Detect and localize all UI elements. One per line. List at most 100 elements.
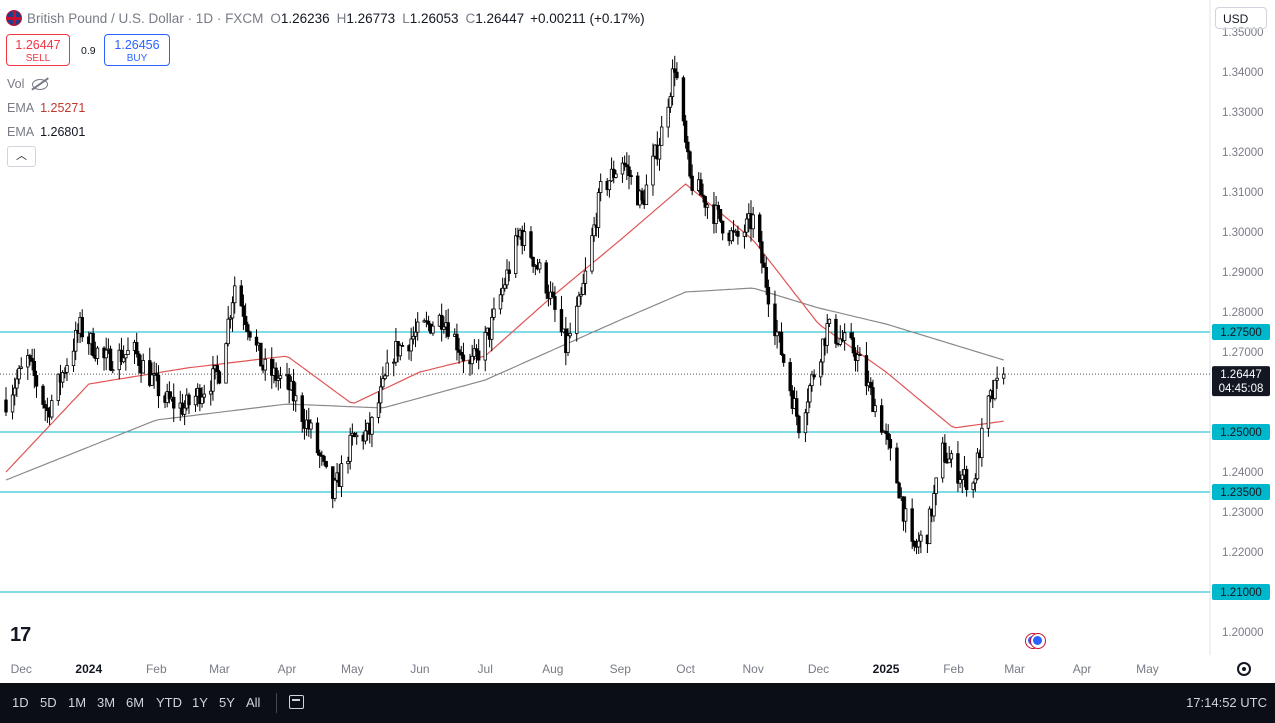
y-tick-label: 1.35000	[1222, 27, 1264, 39]
timeframe-3m[interactable]: 3M	[97, 695, 116, 710]
candle-body	[490, 316, 494, 340]
y-tick-label: 1.34000	[1222, 67, 1264, 79]
y-tick-label: 1.32000	[1222, 147, 1264, 159]
candle-body	[705, 204, 710, 208]
candle-body	[19, 366, 23, 369]
candle-body	[579, 293, 583, 297]
candle-body	[476, 350, 481, 361]
candle-body	[575, 305, 579, 334]
x-tick-label: 2025	[873, 662, 900, 676]
economic-event-icon[interactable]	[1025, 633, 1047, 651]
buy-button[interactable]: 1.26456 BUY	[104, 34, 170, 66]
candle-body	[760, 241, 764, 264]
candle-body	[781, 354, 786, 363]
candle-body	[764, 266, 768, 288]
candle-body	[346, 460, 350, 465]
candle-body	[392, 361, 396, 364]
candle-body	[590, 235, 594, 272]
candle-body	[886, 433, 890, 440]
settings-icon[interactable]	[1237, 662, 1251, 676]
price-chart[interactable]: 1.20000 1.21000 1.22000 1.23000 1.24000 1.250…	[0, 0, 1275, 683]
candle-body	[808, 385, 812, 403]
candle-body	[167, 391, 172, 400]
eye-off-icon[interactable]	[32, 79, 49, 91]
timeframe-5y[interactable]: 5Y	[219, 695, 235, 710]
candle-body	[492, 308, 496, 318]
symbol-title[interactable]: British Pound / U.S. Dollar · 1D · FXCM	[27, 10, 264, 26]
candle-body	[104, 349, 108, 359]
sell-button[interactable]: 1.26447 SELL	[6, 34, 70, 66]
candle-body	[32, 360, 37, 376]
currency-select[interactable]: USD	[1215, 7, 1267, 29]
timeframe-1m[interactable]: 1M	[68, 695, 87, 710]
candle-body	[943, 442, 947, 463]
candle-body	[294, 395, 298, 402]
candle-body	[818, 361, 823, 378]
x-tick-label: Apr	[1073, 662, 1092, 676]
candle-body	[45, 407, 50, 412]
candle-body	[439, 314, 444, 330]
candle-body	[932, 493, 936, 517]
y-tick-label: 1.22000	[1222, 547, 1264, 559]
candle-body	[986, 395, 991, 429]
candle-body	[622, 162, 627, 166]
candle-body	[126, 350, 130, 355]
candle-body	[592, 224, 596, 237]
candle-body	[198, 387, 202, 405]
candle-body	[124, 354, 128, 359]
volume-indicator[interactable]: Vol	[7, 77, 49, 91]
candle-body	[636, 175, 640, 206]
collapse-legend-button[interactable]: ︿	[7, 146, 36, 167]
candle-body	[426, 320, 431, 325]
candle-body	[228, 317, 233, 320]
timeframe-6m[interactable]: 6M	[126, 695, 145, 710]
candle-body	[309, 422, 313, 430]
candle-body	[50, 400, 54, 418]
candle-body	[111, 369, 115, 372]
candle-body	[810, 374, 814, 387]
candle-body	[980, 427, 984, 458]
ema-slow-line	[5, 287, 1004, 481]
sell-price: 1.26447	[15, 38, 61, 52]
tradingview-logo[interactable]: 17	[10, 624, 31, 646]
candle-body	[596, 192, 601, 228]
ema-indicator-fast[interactable]: EMA 1.25271	[7, 101, 85, 115]
candle-body	[651, 155, 655, 186]
candle-body	[537, 262, 542, 270]
candle-body	[701, 194, 705, 197]
candle-body	[30, 357, 34, 362]
candle-body	[775, 331, 779, 337]
timeframe-all[interactable]: All	[246, 695, 261, 710]
candle-body	[917, 540, 921, 548]
candle-body	[270, 358, 274, 376]
candle-body	[187, 394, 191, 406]
candle-body	[80, 317, 84, 338]
candle-body	[56, 373, 60, 401]
flag-icon	[6, 10, 22, 26]
ema-fast-value: 1.25271	[40, 101, 86, 115]
level-tag-label: 1.25000	[1220, 427, 1262, 439]
ema-indicator-slow[interactable]: EMA 1.26801	[7, 125, 85, 139]
candle-body	[43, 404, 47, 409]
candle-body	[455, 333, 459, 351]
candle-body	[614, 173, 618, 178]
x-tick-label: Nov	[742, 662, 763, 676]
candle-body	[383, 375, 387, 379]
high-label: H	[336, 10, 347, 26]
calendar-icon[interactable]	[289, 695, 304, 709]
candle-body	[666, 106, 670, 128]
timeframe-ytd[interactable]: YTD	[156, 695, 182, 710]
candle-body	[71, 350, 76, 367]
spread-value: 0.9	[81, 45, 96, 57]
utc-clock[interactable]: 17:14:52 UTC	[1186, 695, 1267, 710]
candle-body	[686, 141, 690, 153]
timeframe-5d[interactable]: 5D	[40, 695, 57, 710]
candle-body	[41, 385, 45, 405]
timeframe-1d[interactable]: 1D	[12, 695, 29, 710]
change-value: +0.00211 (+0.17%)	[530, 10, 645, 26]
candle-body	[956, 453, 960, 484]
candle-body	[246, 324, 250, 333]
candle-body	[248, 331, 252, 338]
candle-body	[553, 296, 557, 310]
timeframe-1y[interactable]: 1Y	[192, 695, 208, 710]
